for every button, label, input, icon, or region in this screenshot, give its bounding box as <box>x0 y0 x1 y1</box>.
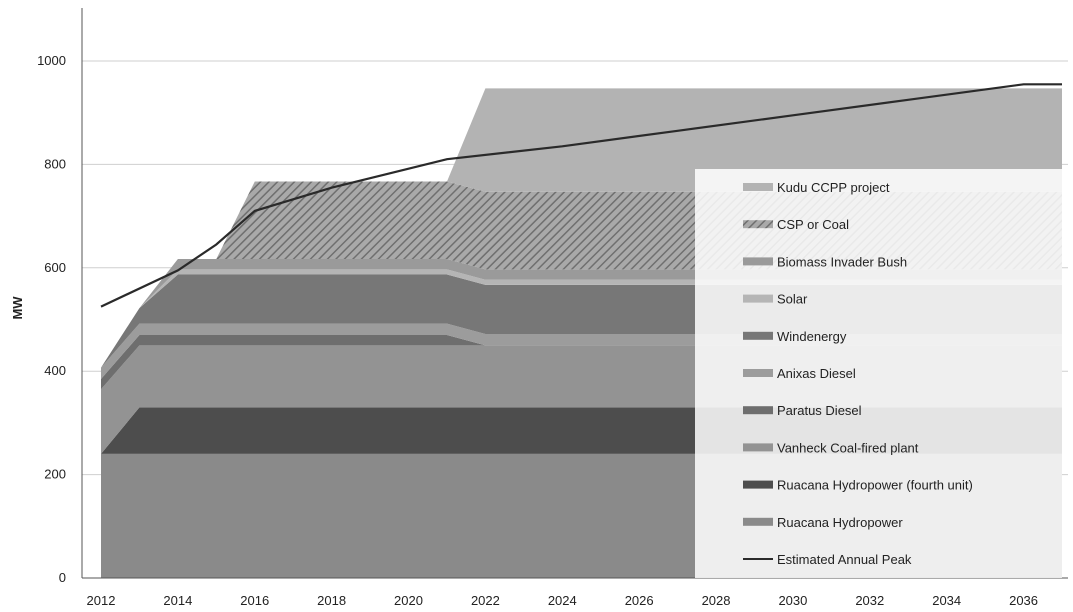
legend-swatch <box>743 406 773 415</box>
x-tick-label: 2032 <box>855 593 884 608</box>
x-tick-label: 2020 <box>394 593 423 608</box>
legend-label: Paratus Diesel <box>777 403 862 418</box>
y-axis-label: MW <box>10 296 25 320</box>
estimated-annual-peak-line <box>100 83 1062 308</box>
x-tick-label: 2024 <box>548 593 577 608</box>
y-tick-label: 1000 <box>37 53 66 68</box>
legend-swatch <box>743 294 773 303</box>
legend-swatch <box>743 257 773 266</box>
legend-swatch <box>743 331 773 340</box>
legend-swatch <box>743 480 773 489</box>
legend-label: Estimated Annual Peak <box>777 552 912 567</box>
legend-label: Vanheck Coal-fired plant <box>777 440 919 455</box>
legend-swatch <box>743 443 773 452</box>
axes: MW 0 200 400 600 800 1000 2012 2014 2016 2018 2020… <box>10 8 1068 608</box>
x-tick-label: 2022 <box>471 593 500 608</box>
x-tick-label: 2016 <box>240 593 269 608</box>
x-tick-label: 2028 <box>702 593 731 608</box>
x-tick-label: 2018 <box>317 593 346 608</box>
x-tick-label: 2030 <box>778 593 807 608</box>
y-tick-label: 600 <box>44 260 66 275</box>
x-tick-label: 2036 <box>1009 593 1038 608</box>
area-paratus-diesel <box>101 335 1062 390</box>
y-tick-label: 400 <box>44 363 66 378</box>
legend-label: Solar <box>777 292 808 307</box>
y-tick-label: 0 <box>59 570 66 585</box>
legend-swatch <box>743 369 773 377</box>
area-kudu-ccpp-project <box>101 88 1062 368</box>
x-tick-label: 2026 <box>625 593 654 608</box>
x-tick-label: 2012 <box>87 593 116 608</box>
legend-swatch <box>743 220 773 229</box>
y-tick-label: 200 <box>44 467 66 482</box>
peak-line-layer <box>100 83 1062 308</box>
legend-label: CSP or Coal <box>777 217 849 232</box>
legend-label: Anixas Diesel <box>777 366 856 381</box>
y-tick-label: 800 <box>44 156 66 171</box>
legend-swatch <box>743 183 773 191</box>
legend-label: Kudu CCPP project <box>777 180 890 195</box>
legend-swatch <box>743 517 773 526</box>
legend-label: Ruacana Hydropower <box>777 515 903 530</box>
legend-label: Windenergy <box>777 329 847 344</box>
legend: Kudu CCPP project CSP or Coal Biomass Inva… <box>695 169 1062 578</box>
legend-label: Ruacana Hydropower (fourth unit) <box>777 478 973 493</box>
x-tick-label: 2014 <box>163 593 192 608</box>
legend-label: Biomass Invader Bush <box>777 254 907 269</box>
x-tick-label: 2034 <box>932 593 961 608</box>
